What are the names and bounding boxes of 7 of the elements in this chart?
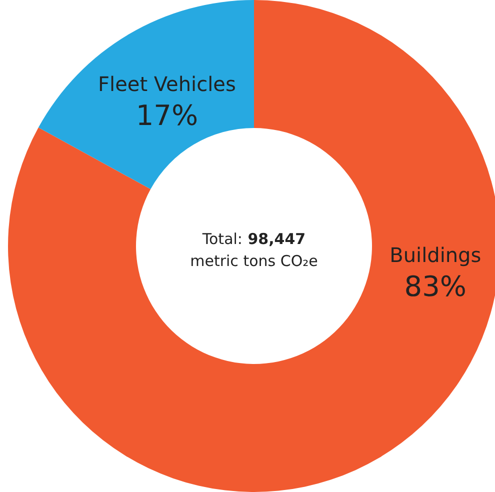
slice-label: Fleet Vehicles bbox=[98, 72, 236, 96]
text: Total: bbox=[202, 230, 242, 248]
text: metric tons CO₂e bbox=[190, 252, 318, 270]
text: 98,447 bbox=[242, 230, 306, 248]
slice-label: Buildings bbox=[390, 243, 482, 268]
data-label: 83% bbox=[404, 270, 467, 304]
data-label: 17% bbox=[136, 98, 198, 132]
